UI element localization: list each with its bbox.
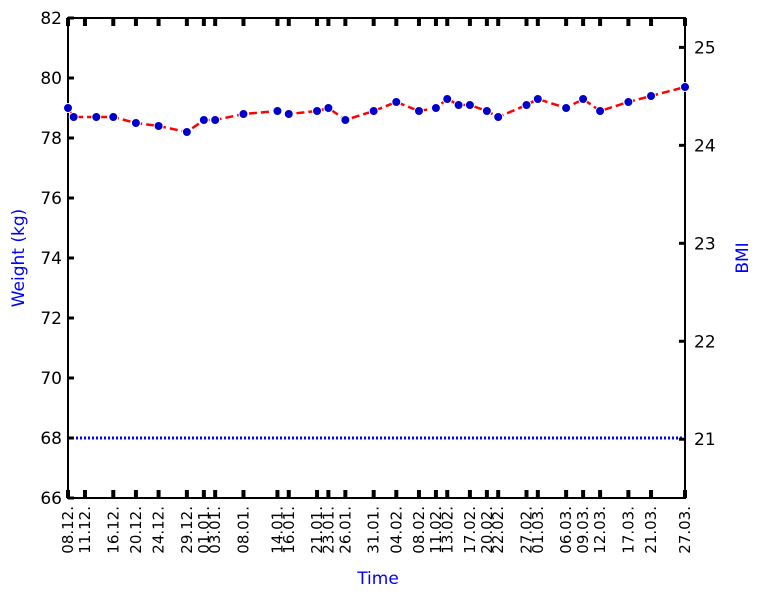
x-tick-label: 21.03. [642, 506, 660, 554]
x-tick-label: 20.02. [478, 506, 496, 554]
data-point [181, 127, 192, 137]
x-tick-label: 22.02. [489, 506, 507, 554]
x-tick-label: 21.01. [308, 506, 326, 554]
x-tick-label: 26.01. [336, 506, 354, 554]
x-tick-label: 14.01. [268, 506, 286, 554]
labels-layer: 66 68 70 72 74 76 78 80 82 21 22 23 24 25 08.12.11.12.… [40, 9, 715, 554]
y2-tick-label: 24 [694, 136, 716, 156]
x-tick-label: 08.12. [59, 506, 77, 554]
y-tick-label: 70 [40, 369, 62, 389]
data-point [561, 103, 572, 113]
data-point [283, 109, 294, 119]
data-point [391, 97, 402, 107]
data-point [68, 112, 79, 122]
x-tick-label: 01.03. [529, 506, 547, 554]
x-tick-label: 27.03. [676, 506, 694, 554]
data-point [91, 112, 102, 122]
x-tick-label: 08.01. [234, 506, 252, 554]
x-tick-label: 04.02. [387, 506, 405, 554]
y2-tick-label: 21 [694, 430, 716, 450]
y2-tick-label: 23 [694, 234, 716, 254]
x-tick-label: 11.12. [76, 506, 94, 554]
data-point [312, 106, 323, 116]
x-tick-label: 08.02. [410, 506, 428, 554]
y-axis-title: Weight (kg) [9, 209, 29, 308]
y2-tick-label: 25 [694, 38, 716, 58]
y-tick-label: 78 [40, 129, 62, 149]
x-tick-label: 12.03. [591, 506, 609, 554]
x-tick-label: 11.02. [427, 506, 445, 554]
y2-axis-title: BMI [733, 242, 753, 273]
x-tick-label: 13.02. [438, 506, 456, 554]
x-tick-label: 29.12. [178, 506, 196, 554]
data-point [198, 115, 209, 125]
data-point [442, 94, 453, 104]
y-tick-label: 80 [40, 69, 62, 89]
data-point [238, 109, 249, 119]
data-point [272, 106, 283, 116]
data-point [521, 100, 532, 110]
x-tick-label: 03.01. [206, 506, 224, 554]
data-point [430, 103, 441, 113]
x-tick-label: 23.01. [319, 506, 337, 554]
series-layer [63, 82, 690, 440]
x-tick-label: 01.01. [195, 506, 213, 554]
data-point [464, 100, 475, 110]
y-tick-label: 66 [40, 489, 62, 509]
y-tick-label: 68 [40, 429, 62, 449]
data-point [595, 106, 606, 116]
data-point [108, 112, 119, 122]
data-point [130, 118, 141, 128]
x-tick-label: 16.01. [280, 506, 298, 554]
x-tick-label: 09.03. [574, 506, 592, 554]
data-point [63, 103, 73, 113]
x-tick-label: 31.01. [365, 506, 383, 554]
data-point [646, 91, 657, 101]
plot-border [67, 17, 686, 499]
x-tick-label: 17.03. [619, 506, 637, 554]
x-tick-label: 24.12. [150, 506, 168, 554]
data-point [578, 94, 589, 104]
data-point [413, 106, 424, 116]
y2-tick-label: 22 [694, 332, 716, 352]
data-point [623, 97, 634, 107]
y-tick-label: 74 [40, 249, 62, 269]
x-tick-label: 27.02. [518, 506, 536, 554]
data-point [680, 82, 690, 92]
y-tick-label: 76 [40, 189, 62, 209]
y-tick-label: 72 [40, 309, 62, 329]
plot-frame [67, 17, 686, 499]
data-point [323, 103, 334, 113]
data-point [340, 115, 351, 125]
x-tick-label: 16.12. [104, 506, 122, 554]
data-point [532, 94, 543, 104]
y-tick-label: 82 [40, 9, 62, 29]
data-point [493, 112, 504, 122]
data-point [368, 106, 379, 116]
x-tick-label: 17.02. [461, 506, 479, 554]
data-point [481, 106, 492, 116]
data-point [453, 100, 464, 110]
x-axis-title: Time [356, 569, 399, 589]
x-tick-label: 06.03. [557, 506, 575, 554]
x-tick-label: 20.12. [127, 506, 145, 554]
data-point [153, 121, 164, 131]
ticks-layer [66, 16, 687, 500]
data-point [210, 115, 221, 125]
